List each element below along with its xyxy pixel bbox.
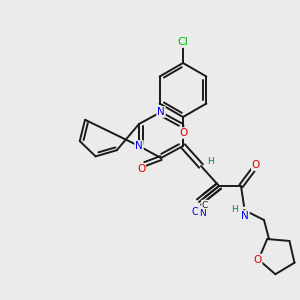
Text: N: N <box>241 211 249 221</box>
Text: H: H <box>207 157 213 166</box>
Text: C: C <box>202 200 208 209</box>
Text: C: C <box>192 207 198 217</box>
Text: O: O <box>137 164 145 174</box>
Text: N: N <box>157 107 165 117</box>
Text: H: H <box>232 205 238 214</box>
Text: Cl: Cl <box>178 37 188 47</box>
Text: O: O <box>254 255 262 265</box>
Text: O: O <box>252 160 260 170</box>
Text: O: O <box>179 128 187 138</box>
Text: N: N <box>135 141 143 151</box>
Text: N: N <box>199 209 206 218</box>
